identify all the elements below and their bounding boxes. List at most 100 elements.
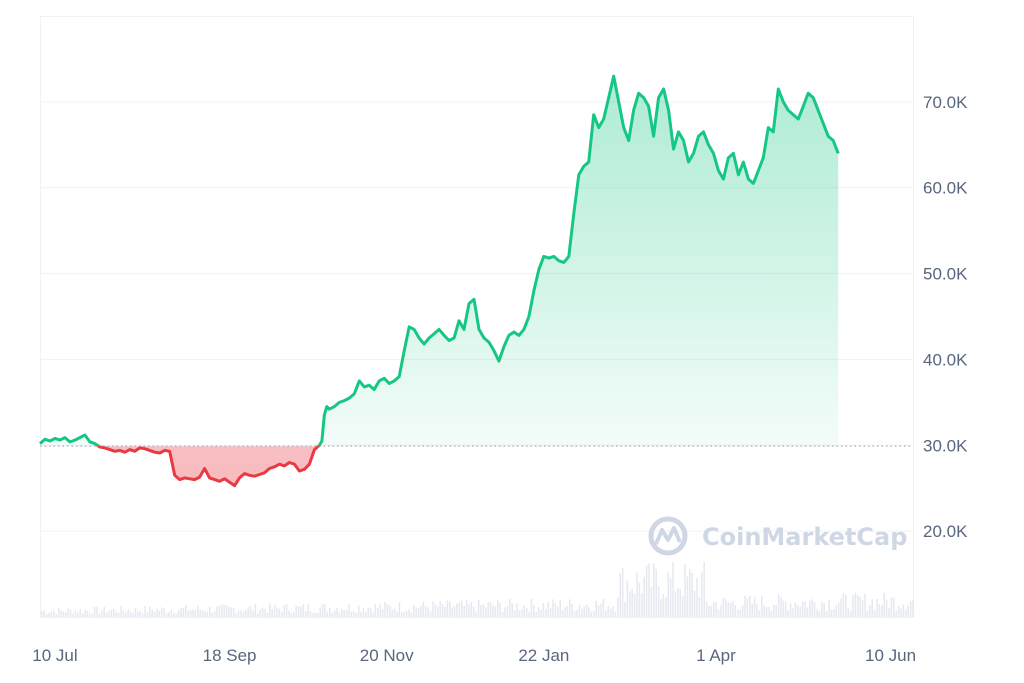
volume-bar [885, 599, 888, 617]
volume-bar [907, 605, 909, 617]
volume-bar [43, 610, 45, 617]
volume-bar [710, 606, 713, 617]
volume-bar [785, 601, 787, 617]
volume-bar [773, 605, 775, 617]
volume-bar [199, 609, 201, 617]
volume-bar [278, 608, 281, 617]
volume-bar [295, 605, 297, 617]
x-tick-label: 18 Sep [203, 646, 257, 665]
volume-bar [883, 592, 885, 617]
volume-bar [153, 612, 156, 617]
volume-bar [909, 601, 912, 617]
volume-bar [405, 610, 408, 617]
volume-bar [869, 605, 871, 617]
volume-bar [98, 613, 101, 617]
volume-bar [614, 611, 617, 617]
volume-bar [633, 593, 636, 617]
volume-bar [168, 612, 170, 617]
y-tick-label: 70.0K [923, 93, 968, 112]
volume-bar [487, 602, 489, 617]
volume-bar [410, 612, 413, 617]
volume-bar [835, 605, 837, 617]
volume-bar [101, 610, 103, 617]
volume-bar [876, 598, 878, 617]
volume-bar [240, 610, 242, 617]
volume-bar [590, 611, 593, 617]
volume-bar [506, 606, 509, 617]
volume-bar [211, 612, 213, 617]
volume-bar [113, 608, 115, 617]
volume-bar [725, 599, 727, 617]
volume-bar [257, 613, 259, 617]
price-line-up [39, 74, 840, 447]
volume-bar [811, 599, 813, 617]
volume-bar [585, 604, 588, 617]
volume-bar [456, 603, 458, 617]
volume-bar [441, 604, 444, 617]
volume-bar [398, 602, 401, 617]
volume-bar [165, 612, 168, 617]
volume-bar [288, 610, 290, 617]
volume-bar [631, 588, 633, 617]
volume-bar [782, 600, 785, 617]
volume-bar [281, 612, 283, 617]
volume-bar [523, 605, 525, 617]
volume-bar [777, 594, 780, 617]
volume-bar [597, 605, 600, 617]
volume-bar [878, 603, 881, 617]
volume-bar [365, 611, 367, 617]
volume-bar [866, 610, 869, 617]
volume-bar [333, 610, 336, 617]
x-tick-label: 22 Jan [518, 646, 569, 665]
volume-bar [259, 609, 261, 617]
volume-bars [41, 561, 914, 617]
volume-bar [446, 600, 449, 617]
volume-bar [283, 605, 285, 617]
volume-bar [396, 612, 398, 617]
volume-bar [494, 606, 497, 617]
volume-bar [804, 601, 806, 617]
volume-bar [391, 609, 393, 617]
volume-bar [897, 606, 900, 617]
volume-bar [557, 606, 559, 617]
volume-bar [67, 608, 69, 617]
volume-bar [741, 605, 744, 617]
volume-bar [588, 607, 590, 617]
volume-bar [432, 601, 434, 617]
volume-bar [209, 606, 211, 617]
volume-bar [273, 604, 276, 617]
volume-bar [201, 609, 204, 617]
volume-bar [713, 602, 715, 617]
volume-bar [189, 609, 192, 617]
volume-bar [528, 612, 530, 617]
x-tick-label: 1 Apr [696, 646, 736, 665]
volume-bar [847, 607, 849, 617]
volume-bar [554, 603, 557, 617]
volume-bar [129, 611, 132, 617]
volume-bar [470, 601, 473, 617]
volume-bar [581, 608, 583, 617]
x-tick-label: 10 Jun [865, 646, 916, 665]
volume-bar [348, 604, 350, 617]
volume-bar [801, 601, 804, 617]
volume-bar [216, 606, 218, 617]
volume-bar [691, 572, 693, 617]
volume-bar [845, 594, 847, 617]
volume-bar [780, 597, 782, 617]
volume-bar [449, 601, 451, 617]
volume-bar [461, 600, 463, 617]
volume-bar [609, 608, 612, 617]
volume-bar [854, 592, 857, 617]
volume-bar [842, 593, 845, 617]
volume-bar [684, 563, 686, 617]
volume-bar [300, 606, 302, 617]
volume-bar [117, 612, 120, 617]
volume-bar [571, 603, 573, 617]
volume-bar [535, 611, 537, 617]
volume-bar [235, 613, 237, 617]
x-axis: 10 Jul 18 Sep 20 Nov 22 Jan 1 Apr 10 Jun [32, 646, 916, 665]
volume-bar [792, 608, 794, 617]
volume-bar [185, 605, 187, 617]
volume-bar [504, 607, 506, 617]
